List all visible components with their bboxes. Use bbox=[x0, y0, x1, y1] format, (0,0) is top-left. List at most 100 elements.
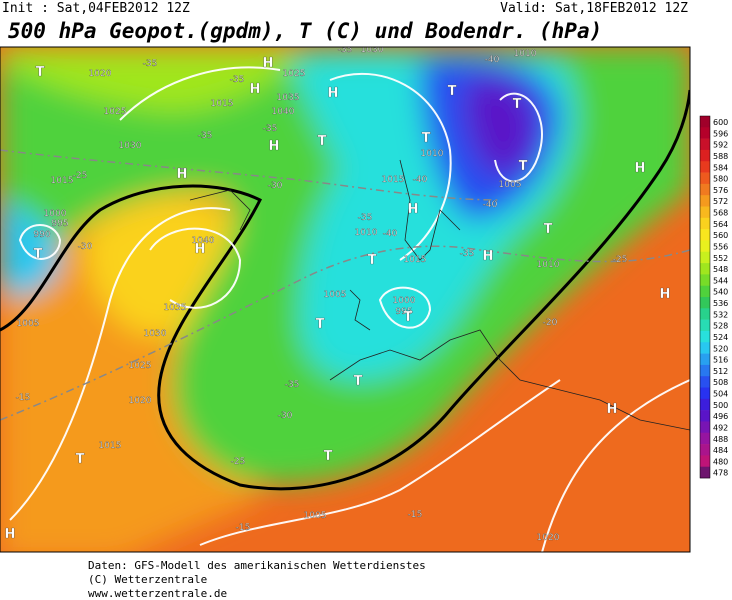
contour-label: 1040 bbox=[192, 236, 215, 246]
contour-label: 1000 bbox=[393, 296, 416, 306]
colorbar-label: 540 bbox=[713, 288, 728, 297]
contour-label: -40 bbox=[483, 200, 498, 210]
contour-label: 1015 bbox=[211, 99, 234, 109]
contour-label: 1015 bbox=[99, 441, 122, 451]
map-title: 500 hPa Geopot.(gpdm), T (C) und Bodendr… bbox=[8, 19, 602, 43]
contour-label: 1020 bbox=[537, 533, 560, 543]
contour-label: -30 bbox=[78, 242, 93, 252]
colorbar-label: 600 bbox=[713, 118, 728, 127]
colorbar-swatch bbox=[700, 319, 710, 332]
footer-line: (C) Wetterzentrale bbox=[88, 573, 207, 586]
colorbar-swatch bbox=[700, 274, 710, 286]
pressure-center: H bbox=[263, 56, 274, 71]
contour-label: 1030 bbox=[144, 329, 167, 339]
pressure-center: H bbox=[269, 139, 280, 154]
contour-label: 1005 bbox=[17, 319, 40, 329]
contour-label: -35 bbox=[263, 124, 278, 134]
colorbar-swatch bbox=[700, 444, 710, 456]
contour-label: 1040 bbox=[272, 107, 295, 117]
contour-label: 1005 bbox=[324, 290, 347, 300]
colorbar-swatch bbox=[700, 387, 710, 400]
contour-label: 1015 bbox=[51, 176, 74, 186]
colorbar-label: 536 bbox=[713, 299, 728, 308]
contour-label: -25 bbox=[613, 255, 628, 265]
contour-label: -15 bbox=[16, 393, 31, 403]
colorbar-swatch bbox=[700, 455, 710, 467]
colorbar-swatch bbox=[700, 263, 710, 275]
colorbar-swatch bbox=[700, 161, 710, 173]
contour-label: -35 bbox=[143, 59, 158, 69]
colorbar-label: 484 bbox=[713, 446, 728, 455]
contour-label: -20 bbox=[543, 318, 558, 328]
contour-label: 1035 bbox=[164, 303, 187, 313]
footer-line: Daten: GFS-Modell des amerikanischen Wet… bbox=[88, 559, 426, 572]
colorbar-frame bbox=[699, 115, 711, 479]
contour-label: 1010 bbox=[421, 149, 444, 159]
contour-label: 1010 bbox=[514, 49, 537, 59]
contour-label: -35 bbox=[358, 213, 373, 223]
pressure-center: T bbox=[36, 65, 45, 80]
colorbar-label: 528 bbox=[713, 322, 728, 331]
contour-label: -40 bbox=[485, 55, 500, 65]
colorbar-label: 508 bbox=[713, 378, 728, 387]
pressure-center: H bbox=[635, 161, 646, 176]
colorbar-label: 584 bbox=[713, 163, 728, 172]
colorbar-label: 576 bbox=[713, 186, 728, 195]
colorbar-label: 532 bbox=[713, 310, 728, 319]
contour-label: -40 bbox=[413, 175, 428, 185]
colorbar-swatch bbox=[700, 172, 710, 185]
contour-label: -30 bbox=[278, 411, 293, 421]
pressure-center: T bbox=[422, 131, 431, 146]
pressure-center: T bbox=[318, 134, 327, 149]
contour-label: 995 bbox=[51, 219, 68, 229]
colorbar-label: 572 bbox=[713, 197, 728, 206]
colorbar-label: 560 bbox=[713, 231, 728, 240]
colorbar-swatch bbox=[700, 195, 710, 207]
contour-label: -40 bbox=[383, 229, 398, 239]
pressure-center: T bbox=[34, 247, 43, 262]
colorbar-swatch bbox=[700, 251, 710, 264]
contour-label: 1025 bbox=[283, 69, 306, 79]
colorbar-swatch bbox=[700, 398, 710, 411]
colorbar-swatch bbox=[700, 421, 710, 434]
contour-label: -25 bbox=[73, 171, 88, 181]
pressure-center: H bbox=[177, 167, 188, 182]
pressure-center: T bbox=[404, 310, 413, 325]
contour-label: -35 bbox=[285, 380, 300, 390]
colorbar-label: 544 bbox=[713, 276, 728, 285]
contour-label: 1020 bbox=[89, 69, 112, 79]
valid-time: Valid: Sat,18FEB2012 12Z bbox=[500, 1, 688, 16]
pressure-center: H bbox=[195, 242, 206, 257]
footer-line: www.wetterzentrale.de bbox=[88, 587, 227, 600]
pressure-center: H bbox=[408, 202, 419, 217]
pressure-center: H bbox=[607, 402, 618, 417]
colorbar-swatch bbox=[700, 466, 710, 479]
colorbar-label: 520 bbox=[713, 344, 728, 353]
colorbar-label: 504 bbox=[713, 390, 728, 399]
colorbar-label: 488 bbox=[713, 435, 728, 444]
colorbar-label: 564 bbox=[713, 220, 728, 229]
contour-label: -30 bbox=[268, 181, 283, 191]
colorbar-label: 580 bbox=[713, 175, 728, 184]
colorbar-swatch bbox=[700, 206, 710, 219]
colorbar-label: 556 bbox=[713, 242, 728, 251]
contour-label: 1010 bbox=[537, 260, 560, 270]
pressure-center: T bbox=[448, 84, 457, 99]
colorbar-swatch bbox=[700, 410, 710, 422]
colorbar-swatch bbox=[700, 138, 710, 151]
contour-label: 1010 bbox=[355, 228, 378, 238]
pressure-center: H bbox=[5, 527, 16, 542]
contour-label: -25 bbox=[231, 457, 246, 467]
contour-label: -35 bbox=[338, 45, 353, 55]
colorbar-swatch bbox=[700, 240, 710, 253]
pressure-center: T bbox=[324, 449, 333, 464]
pressure-center: H bbox=[660, 287, 671, 302]
colorbar-swatch bbox=[700, 353, 710, 366]
pressure-center: T bbox=[513, 97, 522, 112]
colorbar-label: 552 bbox=[713, 254, 728, 263]
contour-label: 1025 bbox=[104, 107, 127, 117]
colorbar-label: 592 bbox=[713, 141, 728, 150]
colorbar-label: 596 bbox=[713, 129, 728, 138]
